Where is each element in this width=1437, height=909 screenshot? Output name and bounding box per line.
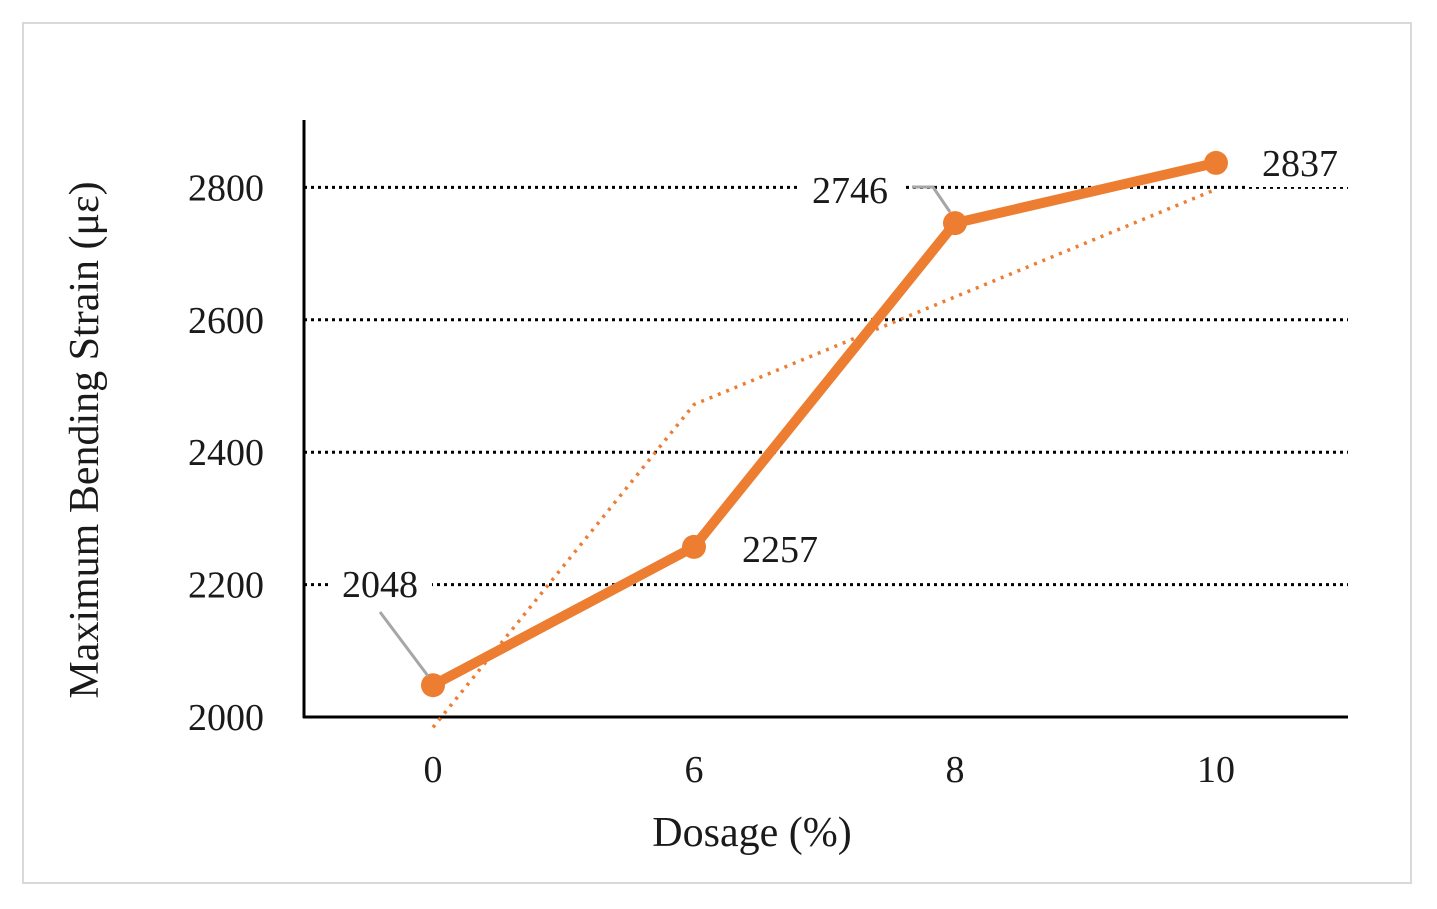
x-tick-label-10: 10 [1197, 749, 1235, 791]
data-label-background-8 [798, 168, 902, 214]
axes [302, 120, 1348, 719]
data-point-10 [1204, 150, 1228, 175]
data-label-10: 2837 [1262, 143, 1338, 185]
y-tick-label-2000: 2000 [188, 697, 264, 739]
x-tick-label-6: 6 [685, 749, 704, 791]
y-tick-label-2800: 2800 [188, 167, 264, 209]
y-tick-label-2400: 2400 [188, 432, 264, 474]
leader-line-8 [912, 185, 952, 213]
data-label-6: 2257 [742, 529, 818, 571]
series [421, 150, 1228, 698]
y-tick-label-2200: 2200 [188, 565, 264, 607]
data-label-background-10 [1248, 141, 1352, 187]
x-tick-label-8: 8 [946, 749, 965, 791]
trendline [431, 187, 1217, 729]
leader-lines [378, 185, 952, 677]
x-axis-title: Dosage (%) [652, 810, 851, 856]
gridlines [304, 185, 1348, 587]
data-label-0: 2048 [342, 564, 418, 606]
x-tick-labels: 0 6 8 10 [424, 749, 1236, 791]
y-tick-label-2600: 2600 [188, 300, 264, 342]
data-label-8: 2746 [812, 170, 888, 212]
data-label-background-0 [328, 562, 432, 608]
data-point-8 [943, 211, 967, 236]
leader-line-0 [378, 611, 430, 677]
data-point-6 [682, 534, 706, 559]
trendline-linear [431, 187, 1217, 729]
data-labels: 2048 2257 2746 2837 [342, 143, 1338, 606]
x-tick-label-0: 0 [424, 749, 443, 791]
data-point-0 [421, 673, 445, 698]
series-line [428, 157, 1221, 691]
y-axis-title: Maximum Bending Strain (με) [62, 181, 108, 698]
y-tick-labels: 2000 2200 2400 2600 2800 [188, 167, 264, 739]
